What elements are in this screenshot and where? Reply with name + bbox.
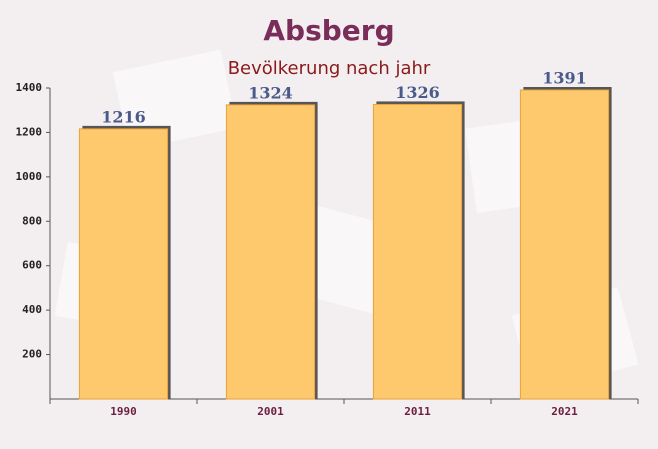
x-tick-label: 2021 — [551, 405, 578, 418]
bar — [519, 89, 610, 400]
bar — [225, 104, 316, 400]
x-tick-label: 2011 — [404, 405, 431, 418]
y-tick-label: 1400 — [16, 81, 43, 94]
chart-title: Absberg — [263, 14, 394, 47]
bar — [78, 128, 169, 400]
x-tick-label: 1990 — [110, 405, 137, 418]
x-tick-label: 2001 — [257, 405, 284, 418]
y-tick-label: 600 — [22, 259, 42, 272]
value-label: 1326 — [395, 83, 440, 102]
y-tick-label: 400 — [22, 303, 42, 316]
value-label: 1391 — [542, 68, 587, 87]
y-tick-label: 1000 — [16, 170, 43, 183]
bar — [372, 103, 463, 400]
chart-subtitle: Bevölkerung nach jahr — [228, 58, 431, 79]
y-tick-label: 200 — [22, 348, 42, 361]
value-label: 1324 — [248, 83, 293, 102]
y-tick-label: 1200 — [16, 125, 43, 138]
y-tick-label: 800 — [22, 214, 42, 227]
value-label: 1216 — [101, 107, 146, 126]
